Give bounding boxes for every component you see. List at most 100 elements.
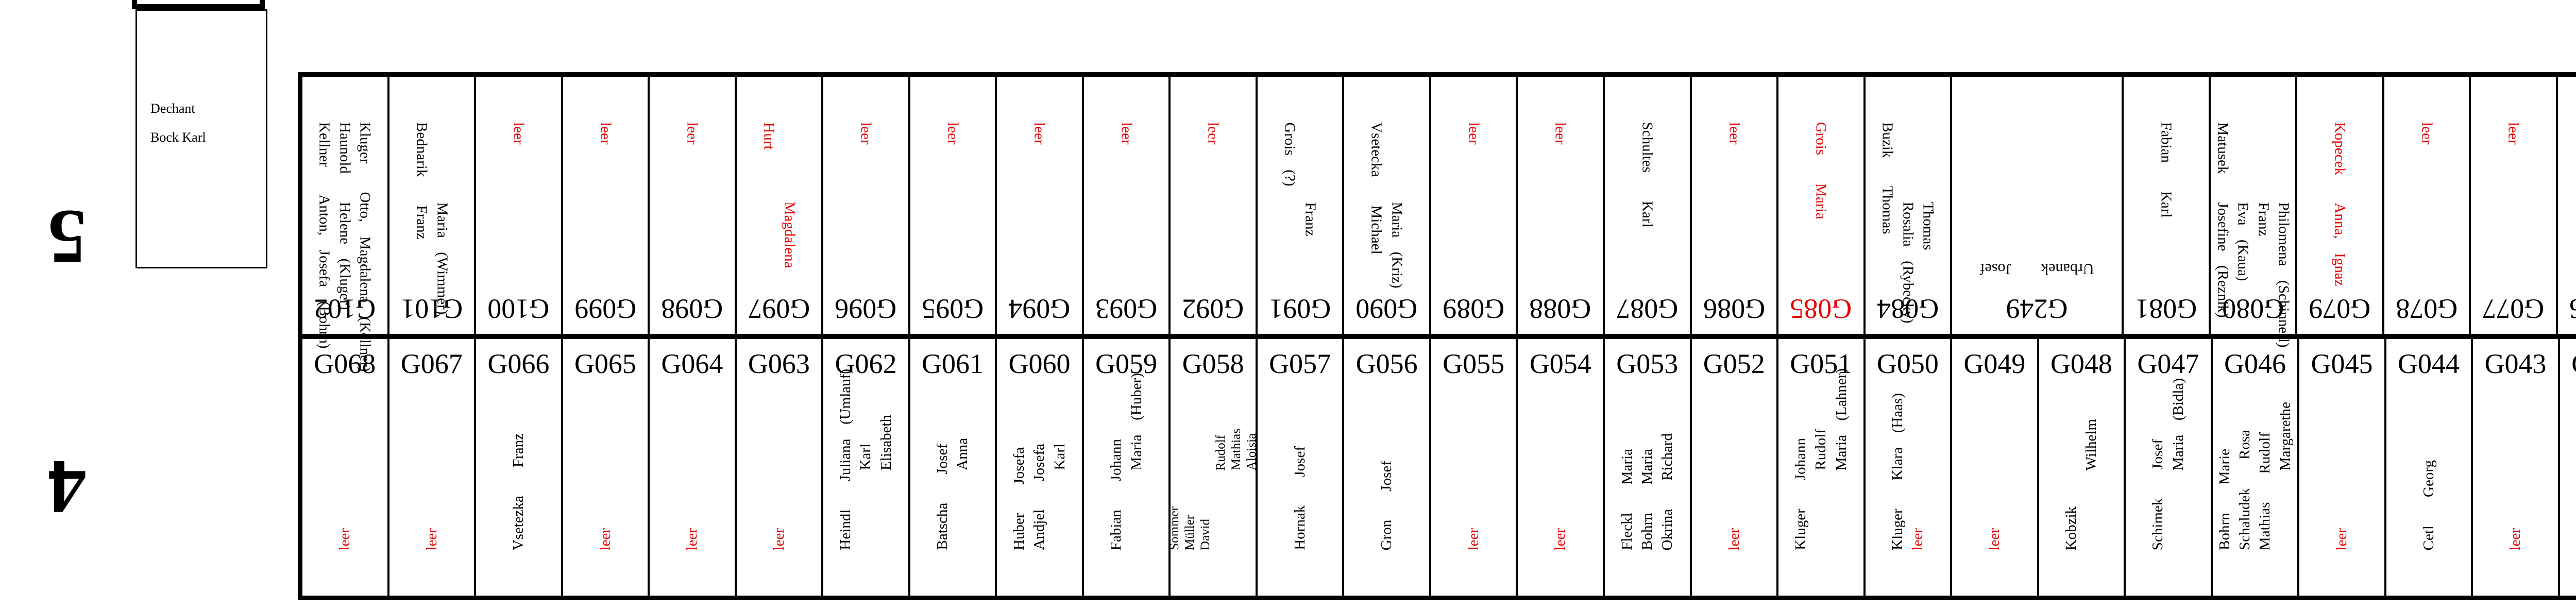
grave-cell: G098 leer [650,77,737,334]
grave-name: Hornak Josef [1291,446,1308,550]
grave-number: G081 [2135,293,2197,325]
empty-marker: leer [857,122,874,145]
grave-name: Franz [1302,202,1319,236]
grave-cell-content: G042Öhler Josef, Maria [2560,339,2576,596]
grave-cell: G086 leer [1692,77,1779,334]
grave-names: leer [737,378,822,596]
grave-name: Urbanek Josef [1979,260,2094,278]
grave-cell: G077 leer [2471,77,2558,334]
grave-names: Vsetecka Michael Maria (Kriz) [1344,77,1429,294]
grave-names: leer [2558,77,2576,294]
grave-cell: G078 leer [2384,77,2471,334]
grave-name: Karl [1051,444,1068,470]
grave-number: G089 [1443,293,1505,325]
grave-name: Eva (Kaua) [2234,202,2251,281]
empty-marker: leer [2418,122,2435,145]
grave-cell-content: G050 Kluger Klara (Haas) leer [1866,339,1951,596]
grave-names: leer [1518,378,1603,596]
grave-cell: G068 leer [302,339,389,596]
grave-number: G055 [1443,348,1505,379]
grave-name: Kluger Klara (Haas) [1889,393,1906,550]
grave-name: Aloisia [1244,433,1259,470]
empty-marker: leer [1465,122,1482,145]
grave-number: G047 [2137,348,2199,379]
grave-cell: G079 Kopecek Anna, Ignaz [2297,77,2384,334]
grave-cell-content: G044 Cetl Georg [2386,339,2471,596]
grave-cell-content: G102 Kellner Anton, Josefa (Bohrn) Haunold… [302,77,387,372]
grave-cell: G101 Bednarik Franz Maria (Wimmer) [389,77,477,334]
grave-cell-content: G076leer [2558,77,2576,334]
grave-cell: G093 leer [1084,77,1171,334]
grave-number: G076 [2558,294,2576,334]
empty-marker: leer [684,528,701,550]
grave-cell-content: G051 Kluger Johann Rudolf Maria (Lahner) [1778,339,1863,596]
grave-cell: G046 Bohrn Marie Schaludek Rosa Mathias Rud… [2213,339,2300,596]
grave-cell: G067 leer [389,339,477,596]
grave-cell-content: G067 leer [389,339,474,596]
grave-cell: G095 leer [910,77,997,334]
grave-number: G044 [2398,348,2460,379]
grave-cell-content: G101 Bednarik Franz Maria (Wimmer) [389,77,474,334]
empty-marker: leer [770,528,787,550]
grave-name: Grois (?) [1281,122,1298,187]
grave-name: Sommer [1167,506,1181,550]
grave-name: Anna [954,438,971,470]
grave-number: G049 [1963,348,2026,379]
grave-cell: G059 Fabian Johann Maria (Huber) [1084,339,1171,596]
grave-cell-content: G080 Matusek Josefine (Reznik) Eva (Kaua) F… [2211,77,2296,347]
grave-cell-content: G065 leer [563,339,648,596]
grave-name: Philomena (Schinnerl) [2275,202,2292,348]
grave-cell: G097 Hurt Magdalena [737,77,824,334]
grave-names: leer [2384,77,2469,294]
grave-cell-content: G047 Schimek Josef Maria (Bidla) [2126,339,2211,596]
grave-number: G043 [2484,348,2547,379]
grave-names: leer [2299,378,2384,596]
grave-cell-content: G088 leer [1518,77,1603,334]
grave-name: Wilhelm [2083,418,2100,470]
grave-cell-content: G087 Schultes Karl [1605,77,1690,334]
grave-number: G098 [661,293,723,325]
grave-cell-content: G084 Buzik Thomas Rosalia (Rybecky) Thomas [1866,77,1951,334]
grave-number: G053 [1616,348,1679,379]
grave-cell-content: G100 leer [476,77,561,334]
grave-name: Kluger Otto, Magdalena (Kellner) [357,122,374,372]
grave-name: Kobzik [2062,506,2079,550]
grave-number: G093 [1095,293,1158,325]
grave-names: Kobzik Wilhelm [2039,378,2124,596]
grave-cell: G091 Grois (?) Franz [1258,77,1345,334]
grave-name: Heindl Juliana (Umlauf) [837,369,854,550]
grave-names: leer [1171,77,1256,294]
grave-cell: G081 Fabian Karl [2124,77,2211,334]
empty-marker: leer [597,122,614,145]
row-number-4: 4 [47,444,87,530]
grave-names: leer [2471,77,2556,294]
grave-cell-content: G059 Fabian Johann Maria (Huber) [1084,339,1169,596]
grave-cell: G062 Heindl Juliana (Umlauf) Karl Elisabeth [823,339,910,596]
grave-names: Fabian Karl [2124,77,2209,294]
grave-number: G054 [1529,348,1591,379]
grave-number: G066 [487,348,550,379]
grave-cell: G249 Urbanek Josef [1952,77,2124,334]
cemetery-grid: G102 Kellner Anton, Josefa (Bohrn) Haunold… [298,72,2576,600]
grave-names: leer [650,378,735,596]
empty-marker: leer [336,528,353,550]
grave-name: David [1198,518,1212,550]
grave-number: G086 [1703,293,1765,325]
grave-name: Schaludek Rosa [2236,430,2253,550]
grave-number: G051 [1790,348,1852,379]
grave-cell: G056 Gron Josef [1344,339,1431,596]
grave-number: G045 [2311,348,2373,379]
grave-names: Hurt Magdalena [737,77,822,294]
empty-marker: leer [1118,122,1135,145]
empty-marker: leer [2333,528,2350,550]
grave-cell: G060 Huber Josefa Andjel Josefa Karl [997,339,1084,596]
empty-marker: leer [1552,122,1569,145]
grave-cell: G064 leer [650,339,737,596]
grave-cell: G102 Kellner Anton, Josefa (Bohrn) Haunold… [302,77,389,372]
grave-cell: G052 leer [1692,339,1779,596]
empty-marker: leer [2505,122,2522,145]
grave-number: G057 [1269,348,1331,379]
grave-number: G063 [748,348,810,379]
grave-names: leer [910,77,995,294]
grave-cell: G055 leer [1431,339,1518,596]
